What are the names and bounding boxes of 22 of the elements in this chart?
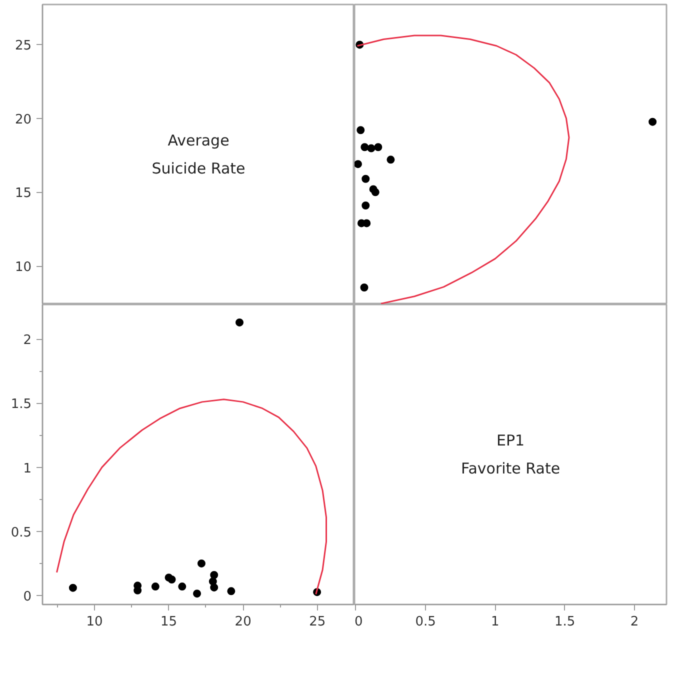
y-tick-label: 1.5 bbox=[10, 397, 32, 412]
y-tick-label: 0 bbox=[23, 590, 32, 605]
y-tick-label: 15 bbox=[14, 186, 32, 202]
x-tick-label: 15 bbox=[160, 614, 178, 630]
x-tick-label: 2 bbox=[630, 614, 639, 630]
annotation: Suicide Rate bbox=[152, 160, 246, 178]
x-tick-label: 20 bbox=[234, 614, 252, 630]
x-tick-label: 0 bbox=[354, 614, 363, 630]
x-tick-label: 25 bbox=[309, 614, 326, 630]
annotation: EP1 bbox=[496, 432, 525, 450]
y-tick-label: 2 bbox=[23, 333, 32, 348]
x-tick-label: 0.5 bbox=[415, 614, 436, 630]
annotation: Favorite Rate bbox=[460, 460, 560, 478]
y-tick-label: 25 bbox=[14, 38, 32, 54]
x-tick-label: 10 bbox=[86, 614, 103, 630]
y-tick-label: 20 bbox=[14, 112, 32, 128]
y-tick-label: 10 bbox=[14, 260, 32, 276]
x-tick-label: 1 bbox=[491, 614, 500, 630]
y-tick-label: 0.5 bbox=[10, 525, 32, 540]
annotation: Average bbox=[168, 132, 230, 150]
x-tick-label: 1.5 bbox=[554, 614, 576, 630]
y-tick-label: 1 bbox=[23, 461, 32, 476]
